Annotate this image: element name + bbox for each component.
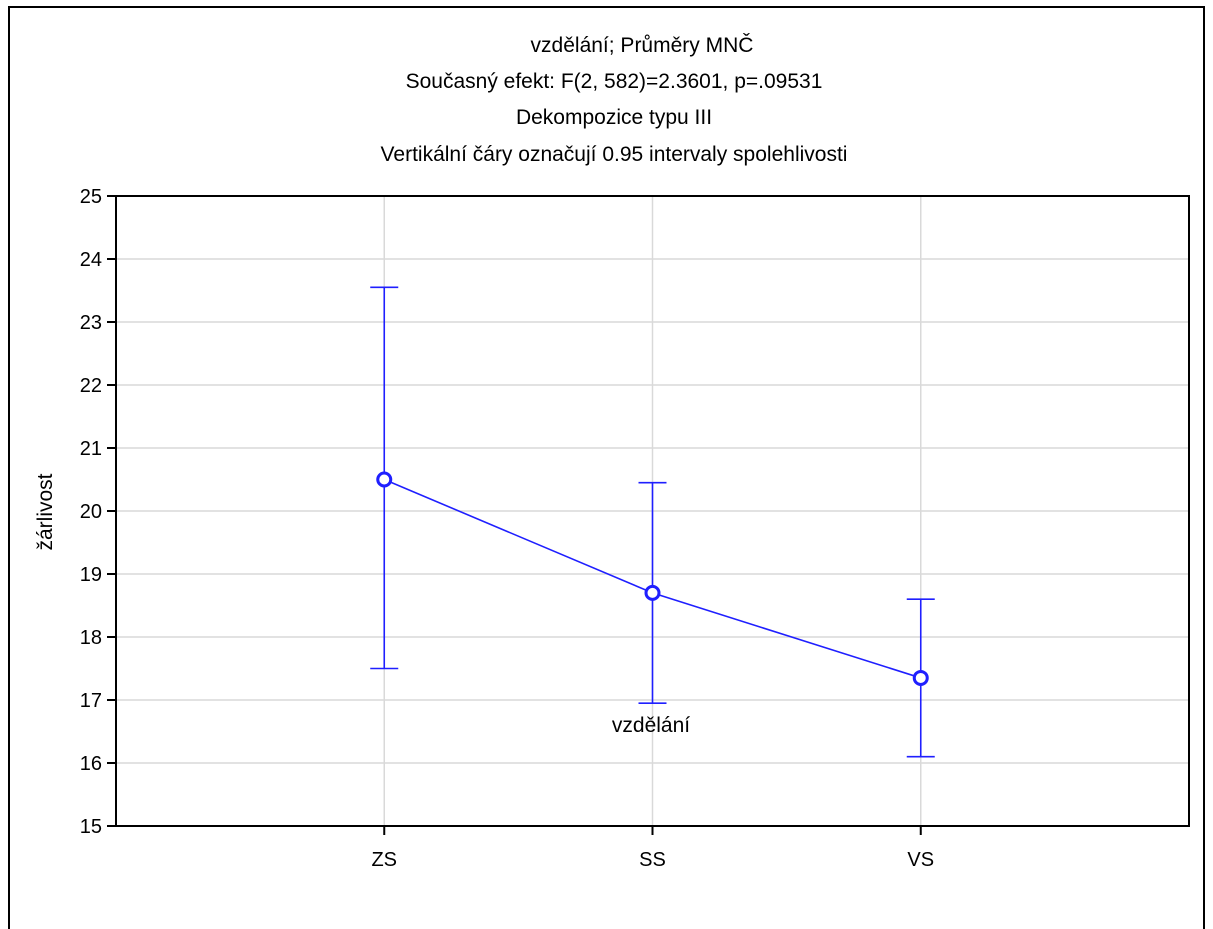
y-tick-label: 21 <box>80 438 102 460</box>
data-point-marker <box>644 584 661 601</box>
chart-title-line-3: Dekompozice typu III <box>516 106 712 129</box>
x-tick-label: ZS <box>371 849 397 871</box>
data-point-marker <box>376 471 393 488</box>
y-tick-label: 25 <box>80 186 102 208</box>
x-tick-label: VS <box>907 849 934 871</box>
y-tick-label: 15 <box>80 816 102 838</box>
y-tick-label: 16 <box>80 753 102 775</box>
series-layer <box>370 286 935 758</box>
y-tick-label: 24 <box>80 249 102 271</box>
y-tick-label: 20 <box>80 501 102 523</box>
x-axis-title: vzdělání <box>612 714 690 737</box>
chart-frame <box>8 6 1205 929</box>
y-tick-label: 22 <box>80 375 102 397</box>
y-tick-label: 18 <box>80 627 102 649</box>
chart-titles: vzdělání; Průměry MNČ Současný efekt: F(… <box>381 34 848 166</box>
y-tick-label: 19 <box>80 564 102 586</box>
y-tick-label: 17 <box>80 690 102 712</box>
x-tick-label: SS <box>639 849 666 871</box>
chart-title-line-4: Vertikální čáry označují 0.95 intervaly … <box>381 143 848 166</box>
x-axis-ticks: ZS SS VS <box>371 826 934 871</box>
y-axis-title: žárlivost <box>34 473 57 550</box>
y-tick-label: 23 <box>80 312 102 334</box>
chart-title-line-2: Současný efekt: F(2, 582)=2.3601, p=.095… <box>406 70 823 93</box>
y-axis-ticks: 15 16 17 18 19 20 21 22 23 24 25 <box>80 186 116 838</box>
data-point-marker <box>912 669 929 686</box>
chart-title-line-1: vzdělání; Průměry MNČ <box>531 34 754 57</box>
